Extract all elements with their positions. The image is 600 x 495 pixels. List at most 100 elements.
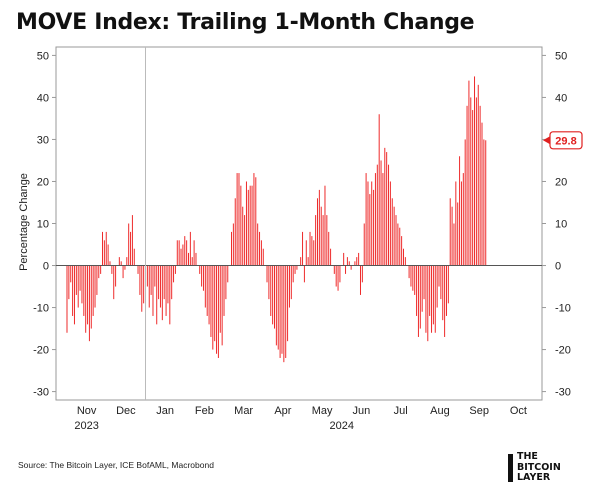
bar — [294, 265, 296, 274]
bar — [70, 265, 72, 283]
bar — [238, 173, 240, 266]
bar — [268, 265, 270, 300]
bar — [115, 265, 117, 287]
bar — [186, 240, 188, 266]
bar — [253, 173, 255, 266]
bar — [156, 265, 158, 325]
bar — [389, 181, 391, 266]
y-axis-left: 50 40 30 20 10 0 -10 -20 -30 — [33, 50, 56, 399]
bar — [402, 248, 404, 266]
bar — [225, 265, 227, 300]
bar — [249, 185, 251, 266]
x-tick-label: Sep — [469, 405, 489, 417]
bar — [363, 223, 365, 266]
bar — [231, 231, 232, 266]
bar — [195, 252, 197, 266]
bar — [455, 181, 457, 266]
bar — [328, 231, 330, 266]
bar — [133, 248, 135, 266]
bar — [173, 265, 175, 283]
bar — [236, 173, 238, 266]
bar — [216, 265, 218, 354]
y-axis-label: Percentage Change — [18, 173, 30, 271]
x-tick-label: Feb — [195, 405, 214, 417]
y-tick-label-left: 50 — [37, 50, 49, 62]
bar — [358, 252, 360, 266]
bar — [361, 265, 363, 283]
bar — [68, 265, 70, 300]
bar — [309, 231, 311, 266]
bar — [417, 265, 419, 337]
bar — [150, 265, 152, 295]
bar — [378, 114, 380, 266]
brand-logo: THE BITCOIN LAYER — [508, 451, 588, 486]
y-tick-label-left: 20 — [37, 176, 49, 188]
bar — [285, 265, 287, 358]
bar — [369, 194, 371, 266]
bar — [66, 265, 68, 333]
bar — [88, 265, 90, 342]
bar — [316, 198, 318, 266]
bar — [171, 265, 173, 300]
bar — [305, 240, 307, 266]
x-tick-label: Dec — [116, 405, 136, 417]
bar — [137, 265, 139, 274]
bar — [118, 257, 120, 266]
bar — [262, 248, 264, 266]
bar — [199, 265, 201, 274]
bar — [419, 265, 421, 329]
bar — [479, 105, 481, 266]
bar — [300, 257, 302, 266]
bar — [169, 265, 171, 325]
bar — [240, 185, 242, 266]
y-tick-label-right: 0 — [555, 261, 561, 273]
y-tick-label-left: 0 — [43, 261, 49, 273]
bar — [87, 265, 89, 325]
bar — [208, 265, 210, 325]
bar — [191, 257, 193, 266]
bar — [77, 265, 79, 308]
bar — [436, 265, 438, 308]
bar — [457, 202, 459, 266]
bar — [287, 265, 289, 342]
bar — [92, 265, 94, 316]
bar — [274, 265, 275, 329]
bar — [94, 265, 96, 308]
bar — [163, 265, 165, 300]
bar — [257, 223, 259, 266]
y-tick-label-right: 50 — [555, 50, 567, 62]
bar — [102, 231, 104, 266]
bar — [148, 265, 150, 308]
x-tick-label: Oct — [510, 405, 527, 417]
last-value-text: 29.8 — [555, 135, 576, 147]
bar — [103, 240, 105, 266]
y-tick-label-right: -10 — [555, 303, 571, 315]
bar — [395, 215, 397, 266]
bar — [259, 231, 261, 266]
bar — [399, 227, 401, 266]
bar — [165, 265, 167, 316]
bar — [318, 189, 320, 266]
y-tick-label-left: -20 — [33, 345, 49, 357]
bar — [444, 265, 446, 337]
bar — [193, 240, 195, 266]
bar — [346, 257, 348, 266]
bar — [468, 80, 470, 266]
bar — [152, 265, 154, 316]
bar — [154, 265, 156, 287]
bar — [272, 265, 274, 325]
x-tick-label: Apr — [274, 405, 291, 417]
x-tick-label: Jul — [394, 405, 408, 417]
bar — [425, 265, 427, 333]
bar — [380, 160, 382, 266]
bar — [223, 265, 225, 316]
bar — [462, 173, 464, 266]
bar — [343, 252, 345, 266]
bar — [255, 177, 257, 266]
bar — [408, 265, 410, 279]
bar — [474, 76, 476, 266]
bar — [141, 265, 143, 312]
bar — [337, 265, 339, 291]
bar — [120, 261, 122, 266]
